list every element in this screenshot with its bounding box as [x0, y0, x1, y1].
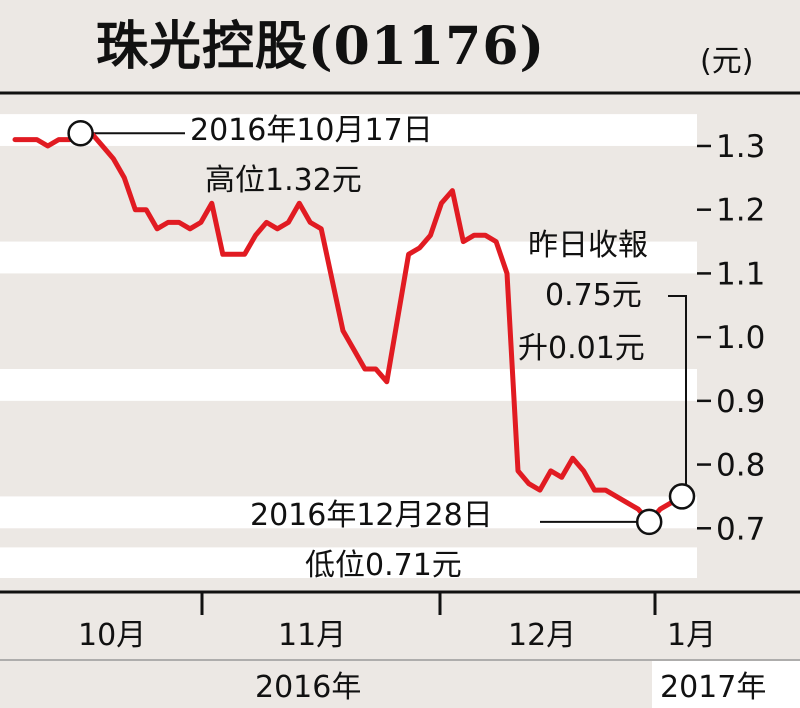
high-value-label: 高位1.32元: [205, 163, 362, 198]
year-2017-box: [652, 661, 800, 708]
y-tick-label: 1.3: [716, 129, 765, 165]
unit-label: (元): [700, 44, 754, 79]
x-label-oct: 10月: [78, 618, 146, 653]
y-tick-label: 0.7: [716, 511, 765, 547]
high-marker: [67, 119, 94, 147]
price-line: [12, 130, 685, 525]
last-price-label: 0.75元: [545, 278, 642, 313]
y-tick-label: 1.1: [716, 256, 765, 292]
grid-band: [0, 241, 697, 274]
x-label-nov: 11月: [278, 618, 346, 653]
grid-band: [0, 368, 697, 401]
y-tick-label: 0.8: [716, 448, 765, 484]
grid-bands: [0, 114, 697, 578]
y-tick-label: 1.0: [716, 320, 765, 356]
y-axis-ticks: 1.3 1.2 1.1 1.0 0.9 0.8 0.7: [697, 129, 765, 547]
high-date-label: 2016年10月17日: [190, 113, 433, 148]
annotation-markers: [67, 119, 696, 536]
y-tick-label: 0.9: [716, 384, 765, 420]
low-marker: [635, 508, 663, 536]
x-label-2016: 2016年: [255, 670, 361, 705]
grid-band: [0, 496, 697, 529]
low-value-label: 低位0.71元: [305, 548, 462, 583]
x-label-dec: 12月: [508, 618, 576, 653]
chart-frame: [0, 91, 800, 708]
y-tick-label: 1.2: [716, 193, 765, 229]
grid-band: [0, 547, 697, 578]
x-label-jan: 1月: [667, 618, 716, 653]
low-date-label: 2016年12月28日: [250, 498, 493, 533]
last-label: 昨日收報: [528, 228, 648, 263]
last-marker: [668, 483, 696, 510]
chart-title: 珠光控股(01176): [96, 16, 546, 77]
last-change-label: 升0.01元: [518, 331, 645, 366]
annotation-leaders: [80, 132, 687, 523]
x-label-2017: 2017年: [660, 670, 766, 705]
grid-band: [0, 114, 697, 146]
